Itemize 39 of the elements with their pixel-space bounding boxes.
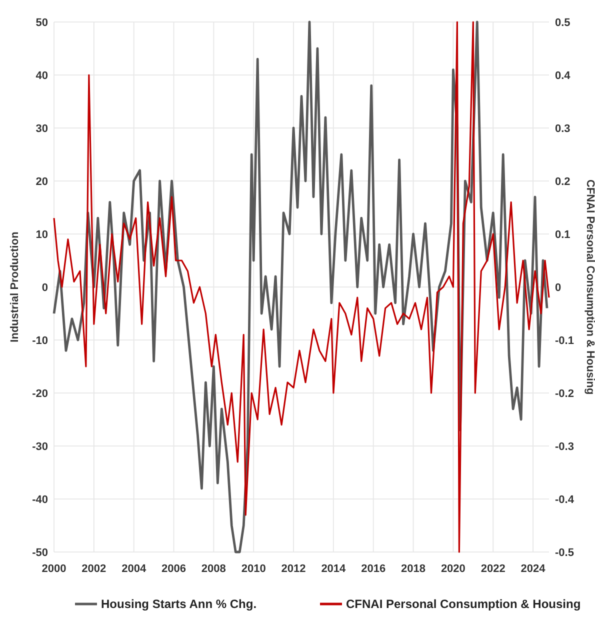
x-tick-label: 2018 <box>401 563 426 575</box>
y2-tick-label: -0.3 <box>555 441 574 453</box>
x-tick-label: 2006 <box>162 563 186 575</box>
x-tick-label: 2004 <box>122 563 147 575</box>
y-tick-label: -50 <box>32 547 48 559</box>
x-tick-label: 2024 <box>520 563 546 575</box>
y2-tick-label: 0.5 <box>555 17 570 29</box>
x-tick-label: 2012 <box>281 563 306 575</box>
y2-tick-label: 0 <box>555 282 562 294</box>
x-tick-label: 2010 <box>241 563 266 575</box>
y2-tick-label: -0.5 <box>555 547 574 559</box>
y2-tick-label: 0.4 <box>555 70 572 82</box>
legend-label: Housing Starts Ann % Chg. <box>101 597 257 611</box>
y-tick-label: 10 <box>36 229 48 241</box>
y-axis-title: Industrial Production <box>9 231 21 342</box>
y2-tick-label: 0.3 <box>555 123 570 135</box>
y-tick-label: 40 <box>36 70 48 82</box>
y2-tick-label: -0.1 <box>555 335 574 347</box>
y-tick-label: 50 <box>36 17 48 29</box>
y-tick-label: -10 <box>32 335 48 347</box>
y-tick-label: -30 <box>32 441 48 453</box>
y2-tick-label: 0.1 <box>555 229 570 241</box>
y-tick-label: -20 <box>32 388 48 400</box>
x-tick-label: 2002 <box>82 563 106 575</box>
y2-axis-title: CFNAI Personal Consumption & Housing <box>584 179 595 395</box>
y2-tick-label: -0.2 <box>555 388 574 400</box>
x-tick-label: 2022 <box>480 563 506 575</box>
x-tick-label: 2000 <box>42 563 66 575</box>
y2-tick-label: -0.4 <box>555 494 575 506</box>
y-tick-label: 30 <box>36 123 48 135</box>
y-tick-label: 0 <box>42 282 48 294</box>
y-tick-label: 20 <box>36 176 48 188</box>
y2-tick-label: 0.2 <box>555 176 570 188</box>
x-tick-label: 2014 <box>321 563 347 575</box>
legend-label: CFNAI Personal Consumption & Housing <box>346 597 581 611</box>
x-tick-label: 2016 <box>361 563 386 575</box>
y-tick-label: -40 <box>32 494 48 506</box>
x-tick-label: 2020 <box>440 563 466 575</box>
x-tick-label: 2008 <box>201 563 226 575</box>
